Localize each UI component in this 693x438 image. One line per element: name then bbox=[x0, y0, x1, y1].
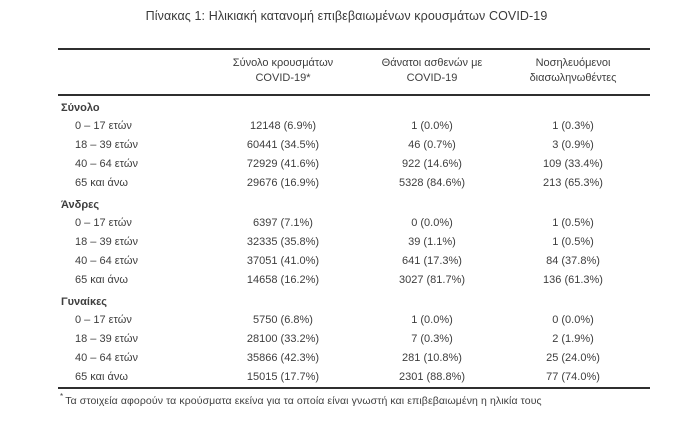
cases-value: 72929 (41.6%) bbox=[246, 158, 320, 171]
table-row: 0 – 17 ετών 12148 (6.9%) 1 (0.0%) 1 (0.3… bbox=[58, 117, 650, 136]
group-row-men: Άνδρες bbox=[58, 193, 650, 214]
intubated-value: 77 (74.0%) bbox=[546, 371, 600, 384]
table-body: Σύνολο 0 – 17 ετών 12148 (6.9%) 1 (0.0%)… bbox=[58, 95, 650, 388]
age-label: 40 – 64 ετών bbox=[75, 352, 138, 365]
table-row: 18 – 39 ετών 60441 (34.5%) 46 (0.7%) 3 (… bbox=[58, 136, 650, 155]
table-row: 65 και άνω 29676 (16.9%) 5328 (84.6%) 21… bbox=[58, 174, 650, 193]
group-row-total: Σύνολο bbox=[58, 95, 650, 117]
cases-value: 12148 (6.9%) bbox=[249, 120, 317, 133]
col-header-intubated-line1: Νοσηλευόμενοι bbox=[535, 57, 611, 69]
col-header-deaths: Θάνατοι ασθενών με COVID-19 bbox=[368, 49, 496, 95]
report-page: Πίνακας 1: Ηλικιακή κατανομή επιβεβαιωμέ… bbox=[0, 9, 693, 407]
table-row: 0 – 17 ετών 5750 (6.8%) 1 (0.0%) 0 (0.0%… bbox=[58, 311, 650, 330]
deaths-value: 0 (0.0%) bbox=[411, 217, 453, 230]
cases-value: 14658 (16.2%) bbox=[246, 274, 320, 287]
table-header: Σύνολο κρουσμάτων COVID-19* Θάνατοι ασθε… bbox=[58, 49, 650, 95]
table-row: 65 και άνω 15015 (17.7%) 2301 (88.8%) 77… bbox=[58, 368, 650, 388]
age-label: 0 – 17 ετών bbox=[75, 314, 132, 327]
age-label: 18 – 39 ετών bbox=[75, 333, 138, 346]
table-row: 18 – 39 ετών 28100 (33.2%) 7 (0.3%) 2 (1… bbox=[58, 330, 650, 349]
cases-value: 6397 (7.1%) bbox=[253, 217, 313, 230]
intubated-value: 84 (37.8%) bbox=[546, 255, 600, 268]
cases-value: 15015 (17.7%) bbox=[246, 371, 320, 384]
footnote-text: Τα στοιχεία αφορούν τα κρούσματα εκείνα … bbox=[65, 394, 542, 407]
age-label: 40 – 64 ετών bbox=[75, 255, 138, 268]
intubated-value: 1 (0.3%) bbox=[552, 120, 594, 133]
age-label: 0 – 17 ετών bbox=[75, 120, 132, 133]
table-title: Πίνακας 1: Ηλικιακή κατανομή επιβεβαιωμέ… bbox=[145, 9, 548, 23]
col-header-intubated-line2: διασωληνωθέντες bbox=[529, 72, 617, 85]
cases-value: 60441 (34.5%) bbox=[246, 139, 320, 152]
cases-value: 37051 (41.0%) bbox=[246, 255, 320, 268]
col-header-cases: Σύνολο κρουσμάτων COVID-19* bbox=[198, 49, 368, 95]
table-row: 40 – 64 ετών 72929 (41.6%) 922 (14.6%) 1… bbox=[58, 155, 650, 174]
age-label: 18 – 39 ετών bbox=[75, 236, 138, 249]
age-label: 0 – 17 ετών bbox=[75, 217, 132, 230]
intubated-value: 109 (33.4%) bbox=[543, 158, 603, 171]
table-row: 0 – 17 ετών 6397 (7.1%) 0 (0.0%) 1 (0.5%… bbox=[58, 214, 650, 233]
col-header-deaths-line1: Θάνατοι ασθενών με bbox=[381, 57, 483, 69]
col-header-cases-line1: Σύνολο κρουσμάτων bbox=[232, 57, 334, 69]
age-label: 18 – 39 ετών bbox=[75, 139, 138, 152]
intubated-value: 25 (24.0%) bbox=[546, 352, 600, 365]
deaths-value: 3027 (81.7%) bbox=[398, 274, 466, 287]
footnote: * Τα στοιχεία αφορούν τα κρούσματα εκείνα… bbox=[60, 392, 693, 407]
intubated-value: 0 (0.0%) bbox=[552, 314, 594, 327]
age-label: 40 – 64 ετών bbox=[75, 158, 138, 171]
deaths-value: 281 (10.8%) bbox=[402, 352, 462, 365]
deaths-value: 2301 (88.8%) bbox=[398, 371, 466, 384]
cases-value: 32335 (35.8%) bbox=[246, 236, 320, 249]
col-header-empty bbox=[58, 49, 198, 95]
group-label: Γυναίκες bbox=[61, 295, 108, 308]
header-row: Σύνολο κρουσμάτων COVID-19* Θάνατοι ασθε… bbox=[58, 49, 650, 95]
deaths-value: 1 (0.0%) bbox=[411, 120, 453, 133]
deaths-value: 5328 (84.6%) bbox=[398, 177, 466, 190]
intubated-value: 213 (65.3%) bbox=[543, 177, 603, 190]
covid-age-table: Σύνολο κρουσμάτων COVID-19* Θάνατοι ασθε… bbox=[58, 48, 650, 389]
table-row: 40 – 64 ετών 35866 (42.3%) 281 (10.8%) 2… bbox=[58, 349, 650, 368]
cases-value: 35866 (42.3%) bbox=[246, 352, 320, 365]
intubated-value: 136 (61.3%) bbox=[543, 274, 603, 287]
col-header-deaths-line2: COVID-19 bbox=[406, 72, 458, 85]
age-label: 65 και άνω bbox=[75, 274, 128, 287]
table-row: 65 και άνω 14658 (16.2%) 3027 (81.7%) 13… bbox=[58, 271, 650, 290]
table-row: 40 – 64 ετών 37051 (41.0%) 641 (17.3%) 8… bbox=[58, 252, 650, 271]
intubated-value: 1 (0.5%) bbox=[552, 217, 594, 230]
cases-value: 29676 (16.9%) bbox=[246, 177, 320, 190]
deaths-value: 7 (0.3%) bbox=[411, 333, 453, 346]
table-row: 18 – 39 ετών 32335 (35.8%) 39 (1.1%) 1 (… bbox=[58, 233, 650, 252]
cases-value: 5750 (6.8%) bbox=[253, 314, 313, 327]
deaths-value: 1 (0.0%) bbox=[411, 314, 453, 327]
group-row-women: Γυναίκες bbox=[58, 290, 650, 311]
cases-value: 28100 (33.2%) bbox=[246, 333, 320, 346]
deaths-value: 46 (0.7%) bbox=[408, 139, 456, 152]
age-label: 65 και άνω bbox=[75, 177, 128, 190]
footnote-marker: * bbox=[60, 392, 64, 402]
data-table: Σύνολο κρουσμάτων COVID-19* Θάνατοι ασθε… bbox=[58, 48, 650, 389]
col-header-cases-line2: COVID-19* bbox=[255, 72, 311, 85]
deaths-value: 641 (17.3%) bbox=[402, 255, 462, 268]
intubated-value: 1 (0.5%) bbox=[552, 236, 594, 249]
age-label: 65 και άνω bbox=[75, 371, 128, 384]
intubated-value: 2 (1.9%) bbox=[552, 333, 594, 346]
intubated-value: 3 (0.9%) bbox=[552, 139, 594, 152]
group-label: Σύνολο bbox=[61, 101, 100, 114]
deaths-value: 922 (14.6%) bbox=[402, 158, 462, 171]
col-header-intubated: Νοσηλευόμενοι διασωληνωθέντες bbox=[496, 49, 650, 95]
group-label: Άνδρες bbox=[61, 198, 100, 211]
deaths-value: 39 (1.1%) bbox=[408, 236, 456, 249]
